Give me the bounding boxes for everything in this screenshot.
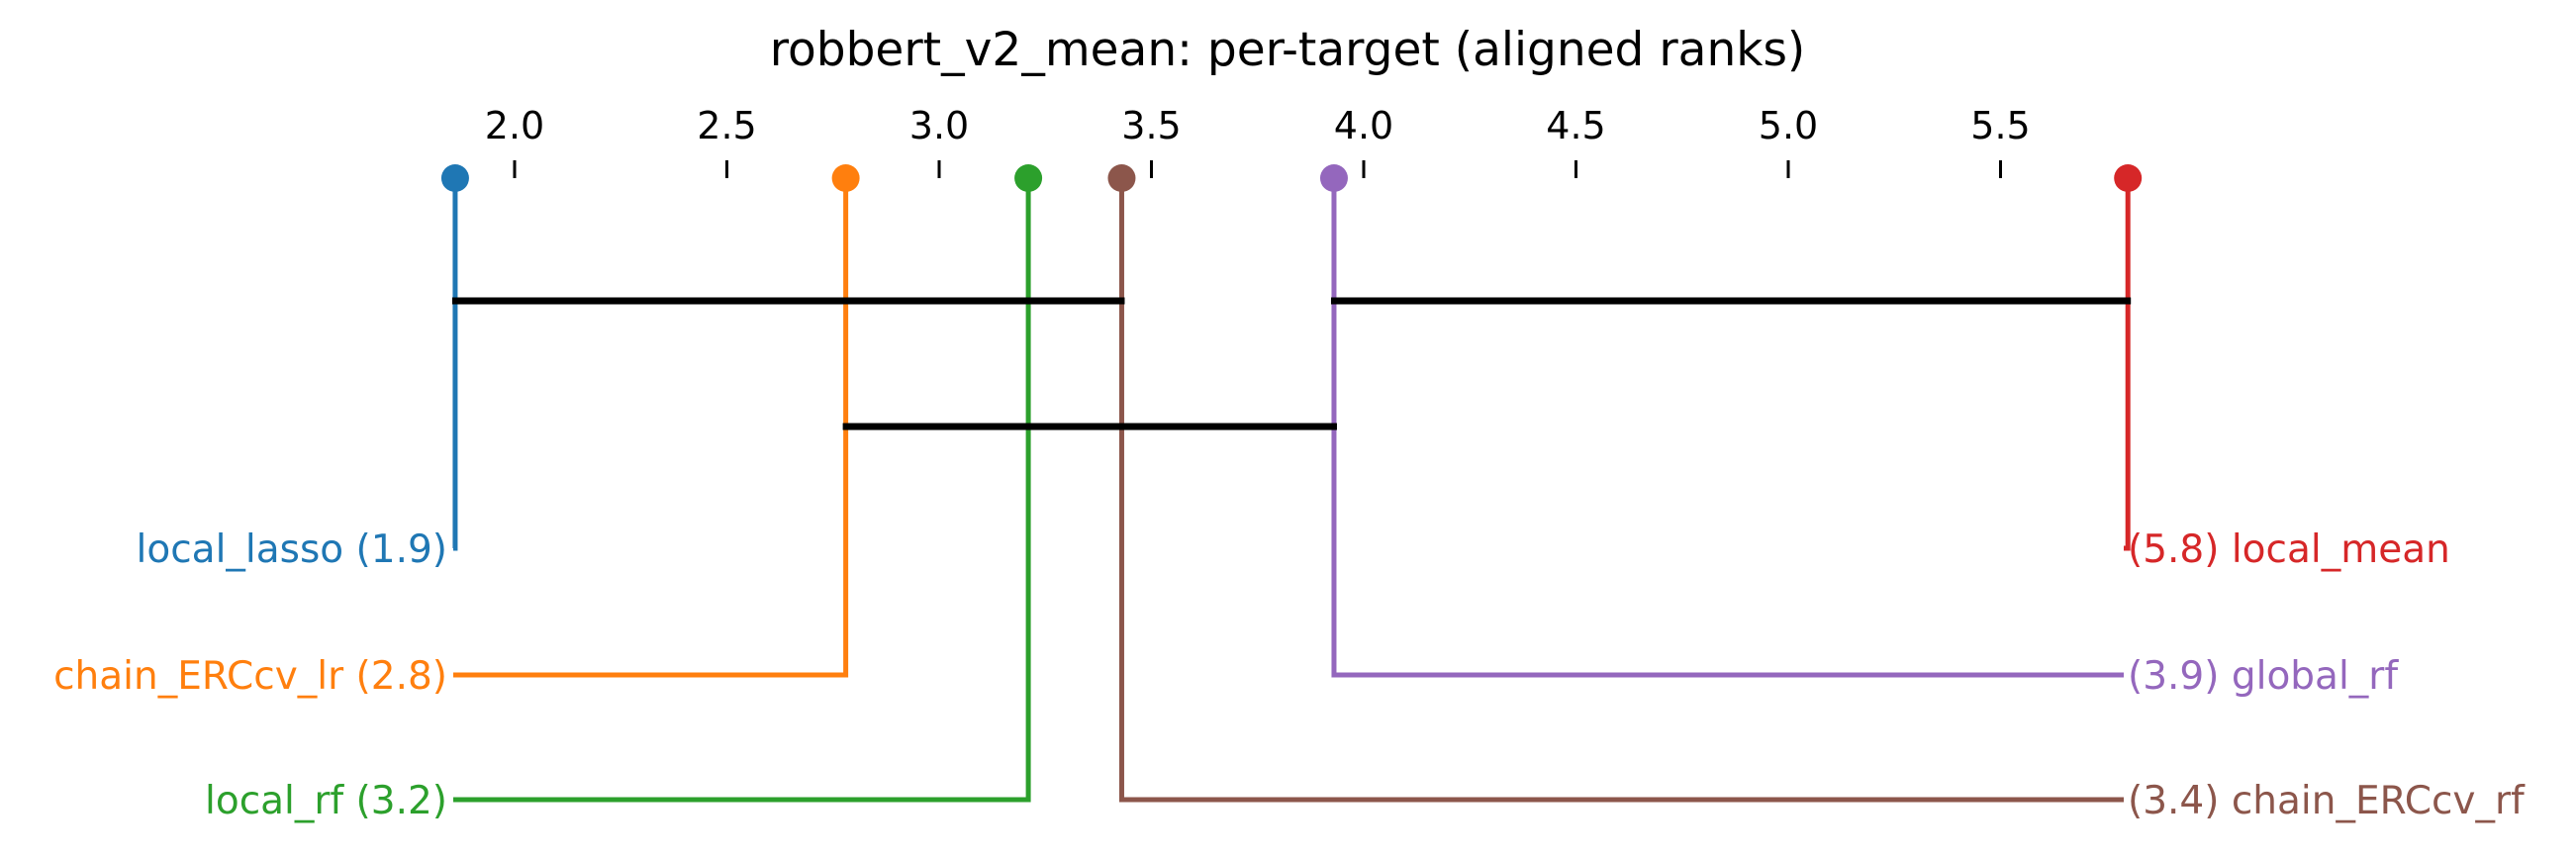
method-label: (3.9) global_rf — [2128, 654, 2399, 699]
rank-marker — [1107, 164, 1136, 192]
axis-tick-label: 5.0 — [1759, 104, 1818, 147]
axis-tick-label: 3.5 — [1121, 104, 1181, 147]
method-label: local_rf (3.2) — [205, 779, 447, 823]
method-connector-line — [2124, 178, 2131, 551]
axis-tick-label: 2.5 — [697, 104, 756, 147]
method-connector-line — [1118, 178, 2124, 803]
method-label: (3.4) chain_ERCcv_rf — [2128, 779, 2526, 823]
rank-marker — [1319, 164, 1348, 192]
method-labels: local_lasso (1.9) chain_ERCcv_lr (2.8) loc… — [53, 527, 2526, 823]
rank-marker — [831, 164, 860, 192]
chart-title: robbert_v2_mean: per-target (aligned ran… — [770, 23, 1806, 77]
axis-tick-label: 3.0 — [909, 104, 969, 147]
rank-axis: 2.0 2.5 3.0 3.5 4.0 4.5 5.0 5.5 — [485, 104, 2031, 178]
axis-tick-label: 2.0 — [485, 104, 544, 147]
axis-tick-label: 5.5 — [1970, 104, 2030, 147]
method-lines — [452, 178, 2131, 803]
method-label: local_lasso (1.9) — [137, 527, 447, 572]
method-connector-line — [453, 178, 1031, 803]
method-connector-line — [453, 178, 849, 678]
method-connector-line — [1331, 178, 2124, 678]
rank-marker — [440, 164, 469, 192]
clique-bars — [451, 297, 2132, 430]
method-label: chain_ERCcv_lr (2.8) — [53, 654, 447, 699]
rank-markers — [440, 164, 2143, 192]
rank-marker — [1014, 164, 1043, 192]
axis-tick-label: 4.0 — [1334, 104, 1393, 147]
axis-tick-label: 4.5 — [1546, 104, 1605, 147]
rank-marker — [2114, 164, 2143, 192]
method-connector-line — [452, 178, 458, 551]
method-label: (5.8) local_mean — [2128, 527, 2450, 572]
